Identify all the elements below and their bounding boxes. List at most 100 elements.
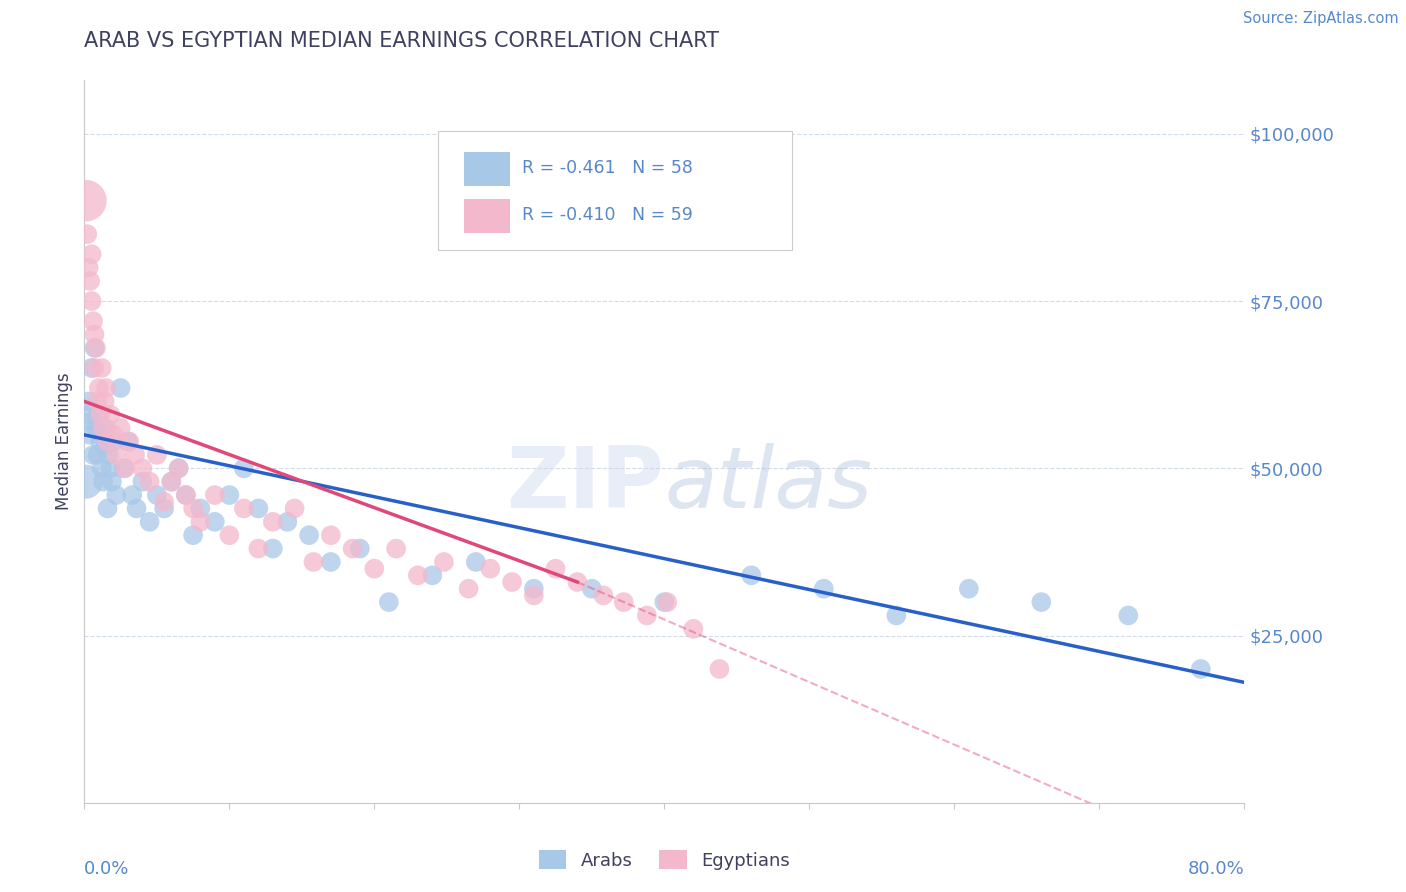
Text: R = -0.461   N = 58: R = -0.461 N = 58 xyxy=(522,160,693,178)
Point xyxy=(75,475,97,489)
Point xyxy=(77,260,100,275)
Legend: Arabs, Egyptians: Arabs, Egyptians xyxy=(531,843,797,877)
Text: ARAB VS EGYPTIAN MEDIAN EARNINGS CORRELATION CHART: ARAB VS EGYPTIAN MEDIAN EARNINGS CORRELA… xyxy=(84,31,720,51)
Point xyxy=(110,381,132,395)
Point xyxy=(76,227,98,241)
Point xyxy=(93,441,115,455)
Point xyxy=(131,475,153,489)
Point xyxy=(105,488,128,502)
Point xyxy=(121,488,143,502)
Point xyxy=(93,394,115,409)
Point xyxy=(153,494,176,508)
Point xyxy=(422,568,444,582)
Y-axis label: Median Earnings: Median Earnings xyxy=(55,373,73,510)
Point xyxy=(262,541,284,556)
Point xyxy=(1031,595,1053,609)
Point xyxy=(87,408,110,422)
Point xyxy=(319,555,342,569)
Point xyxy=(87,381,110,395)
Point xyxy=(160,475,183,489)
Point xyxy=(100,408,122,422)
Point xyxy=(138,475,160,489)
Point xyxy=(83,341,105,355)
Point xyxy=(79,427,101,442)
Point xyxy=(100,461,122,475)
Point xyxy=(501,575,523,590)
Point xyxy=(302,555,325,569)
Point xyxy=(276,515,298,529)
Point xyxy=(110,421,132,435)
Point xyxy=(76,408,98,422)
Point xyxy=(1189,662,1212,676)
Point xyxy=(188,515,212,529)
Point xyxy=(657,595,679,609)
Point xyxy=(138,515,160,529)
Point xyxy=(613,595,636,609)
Point xyxy=(80,361,103,376)
Point xyxy=(118,434,141,449)
Point xyxy=(479,562,502,576)
Point xyxy=(813,582,835,596)
Point xyxy=(124,448,146,462)
Point xyxy=(105,448,128,462)
Text: 0.0%: 0.0% xyxy=(84,860,129,878)
Point xyxy=(146,488,169,502)
Point xyxy=(457,582,479,596)
Point xyxy=(636,608,658,623)
Point xyxy=(160,475,183,489)
Point xyxy=(232,501,254,516)
Point xyxy=(103,427,125,442)
Point xyxy=(523,582,546,596)
Point xyxy=(89,434,111,449)
Point xyxy=(567,575,589,590)
Point xyxy=(84,421,107,435)
Text: R = -0.410   N = 59: R = -0.410 N = 59 xyxy=(522,206,693,225)
Point xyxy=(232,461,254,475)
Point xyxy=(218,488,240,502)
Point xyxy=(82,314,104,328)
Point xyxy=(91,475,114,489)
Point xyxy=(204,515,226,529)
Point xyxy=(247,541,270,556)
Point xyxy=(174,488,197,502)
Point xyxy=(114,461,136,475)
Point xyxy=(167,461,190,475)
Point xyxy=(349,541,371,556)
Point xyxy=(82,448,104,462)
Point xyxy=(181,501,204,516)
Text: 80.0%: 80.0% xyxy=(1188,860,1244,878)
Point xyxy=(740,568,762,582)
Point xyxy=(682,622,704,636)
Point xyxy=(84,341,107,355)
Point xyxy=(342,541,364,556)
Point xyxy=(363,562,385,576)
Point xyxy=(464,555,486,569)
Text: ZIP: ZIP xyxy=(506,443,665,526)
Point xyxy=(146,448,169,462)
Point xyxy=(131,461,153,475)
Point xyxy=(86,394,108,409)
Point xyxy=(98,448,121,462)
Point xyxy=(94,421,117,435)
Point xyxy=(592,589,614,603)
FancyBboxPatch shape xyxy=(439,131,792,250)
Point xyxy=(167,461,190,475)
Point xyxy=(90,461,112,475)
Point xyxy=(204,488,226,502)
Point xyxy=(90,361,112,376)
Text: Source: ZipAtlas.com: Source: ZipAtlas.com xyxy=(1243,11,1399,26)
Point xyxy=(125,501,148,516)
Point xyxy=(1116,608,1139,623)
Point xyxy=(96,501,118,516)
Text: atlas: atlas xyxy=(665,443,872,526)
Point xyxy=(117,434,139,449)
Point xyxy=(80,414,103,428)
Point xyxy=(709,662,731,676)
Point xyxy=(91,421,114,435)
Point xyxy=(103,434,125,449)
Point xyxy=(544,562,567,576)
Point xyxy=(83,327,105,342)
Point xyxy=(79,274,101,288)
FancyBboxPatch shape xyxy=(464,199,510,234)
Point xyxy=(188,501,212,516)
